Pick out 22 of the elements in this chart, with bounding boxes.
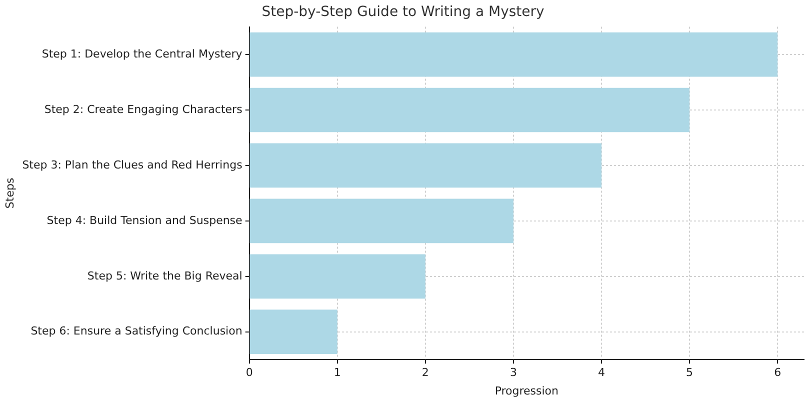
- x-tick-label: 0: [246, 366, 253, 380]
- x-tick-label: 2: [422, 366, 429, 380]
- y-tick-label: Step 3: Plan the Clues and Red Herrings: [22, 158, 243, 172]
- bar: [250, 310, 338, 354]
- x-tick-label: 6: [774, 366, 782, 380]
- x-axis-title: Progression: [494, 384, 559, 398]
- y-tick-label: Step 4: Build Tension and Suspense: [46, 214, 243, 227]
- x-tick-label: 4: [598, 366, 605, 380]
- y-tick-label: Step 2: Create Engaging Characters: [44, 102, 243, 116]
- y-tick-label: Step 5: Write the Big Reveal: [87, 269, 242, 282]
- bar: [250, 32, 778, 77]
- y-axis-title: Steps: [3, 178, 16, 209]
- bar: [250, 254, 426, 299]
- chart-title: Step-by-Step Guide to Writing a Mystery: [262, 4, 544, 20]
- bar: [250, 143, 602, 188]
- x-tick-label: 1: [334, 366, 341, 380]
- x-tick-label: 3: [510, 366, 517, 380]
- y-tick-label: Step 6: Ensure a Satisfying Conclusion: [30, 324, 242, 338]
- bar: [250, 198, 514, 244]
- x-tick-label: 5: [686, 366, 694, 380]
- y-tick-label: Step 1: Develop the Central Mystery: [42, 47, 243, 60]
- bar: [250, 88, 690, 132]
